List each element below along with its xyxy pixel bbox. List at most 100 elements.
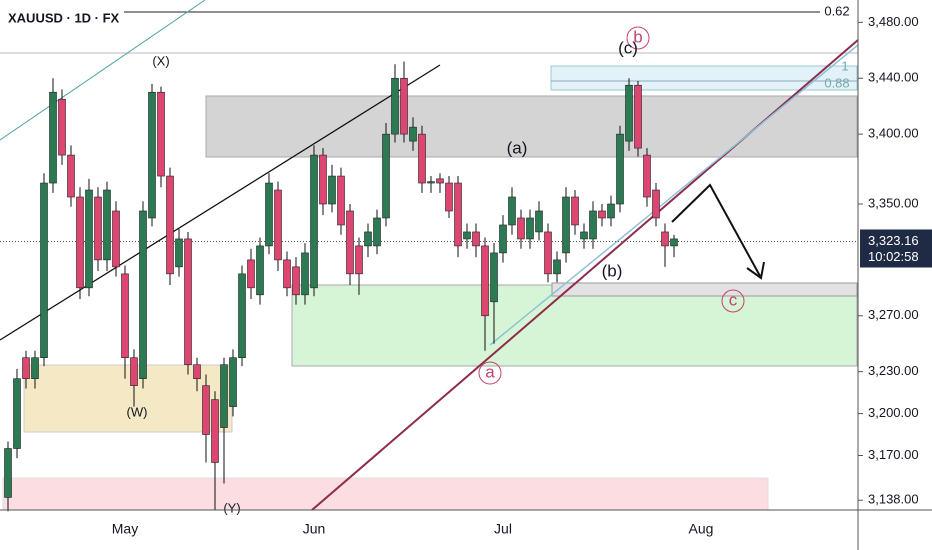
- lower-zone: [2, 477, 769, 511]
- candle-body: [346, 210, 354, 275]
- y-tick-label: 3,138.00: [868, 492, 919, 507]
- candle-body: [85, 189, 93, 289]
- trendline: [0, 0, 206, 141]
- arrow-head: [746, 261, 765, 280]
- candle-body: [130, 357, 138, 386]
- small-zone: [551, 282, 858, 297]
- candle-body: [58, 98, 66, 156]
- wave-label: (Y): [223, 500, 240, 515]
- candle-body: [139, 210, 147, 379]
- candle-body: [499, 224, 507, 254]
- candle-body: [643, 154, 651, 198]
- candle-body: [328, 175, 336, 205]
- candle-body: [94, 196, 102, 261]
- candle-body: [247, 259, 255, 289]
- candle-body: [175, 238, 183, 268]
- candle-body: [607, 203, 615, 219]
- candle-body: [553, 259, 561, 275]
- wave-circle: [478, 361, 502, 385]
- candle-body: [481, 245, 489, 317]
- candle-body: [544, 231, 552, 275]
- x-tick-label: Aug: [689, 521, 714, 537]
- wave-label: (c): [618, 38, 638, 57]
- candle-body: [4, 448, 12, 498]
- candle-body: [445, 182, 453, 212]
- candle-body: [463, 231, 471, 240]
- x-tick-label: Jun: [303, 521, 326, 537]
- candle-body: [472, 231, 480, 247]
- y-tick-label: 3,270.00: [868, 307, 919, 322]
- candle-body: [121, 273, 129, 358]
- candle-body: [319, 154, 327, 205]
- y-tick-label: 3,480.00: [868, 14, 919, 29]
- candle-body: [67, 154, 75, 198]
- candle-body: [427, 181, 435, 184]
- wave-circle: [626, 26, 650, 50]
- y-tick-label: 3,440.00: [868, 70, 919, 85]
- candle-body: [652, 189, 660, 219]
- x-tick-label: May: [112, 521, 138, 537]
- candle-body: [40, 182, 48, 358]
- supply-zone: [205, 95, 858, 158]
- candle-body: [76, 196, 84, 289]
- wave-label: a: [485, 362, 495, 381]
- y-tick-label: 3,350.00: [868, 195, 919, 210]
- candle-body: [490, 252, 498, 303]
- wave-label: (X): [152, 53, 169, 68]
- last-price-label: 3,323.16: [868, 233, 919, 248]
- candle-body: [616, 133, 624, 205]
- candle-body: [400, 77, 408, 135]
- candle-body: [301, 252, 309, 296]
- candle-body: [220, 364, 228, 428]
- candle-body: [571, 196, 579, 226]
- candle-body: [634, 84, 642, 149]
- title-bg: [0, 8, 124, 30]
- candle-body: [265, 182, 273, 247]
- candle-body: [292, 266, 300, 296]
- candle-body: [598, 210, 606, 219]
- wave-circle: [721, 289, 745, 313]
- candle-body: [382, 133, 390, 219]
- candle-body: [670, 238, 678, 247]
- trendline: [0, 64, 441, 341]
- candle-body: [184, 238, 192, 365]
- target-zone: [291, 284, 858, 367]
- fib-label: 0.88: [824, 75, 849, 90]
- y-tick-label: 3,230.00: [868, 363, 919, 378]
- candle-body: [274, 189, 282, 261]
- candle-body: [562, 196, 570, 254]
- candle-body: [103, 189, 111, 261]
- fib-zone: [550, 65, 858, 91]
- candle-body: [49, 91, 57, 184]
- wave-label: c: [729, 290, 738, 309]
- candle-body: [148, 91, 156, 219]
- candle-body: [157, 91, 165, 177]
- candle-body: [526, 217, 534, 240]
- chart-title: XAUUSD · 1D · FX: [8, 10, 120, 25]
- candle-body: [355, 245, 363, 275]
- wave-label: (W): [127, 404, 148, 419]
- candle-body: [310, 154, 318, 289]
- candle-body: [508, 196, 516, 226]
- candle-body: [517, 217, 525, 240]
- candle-body: [436, 178, 444, 184]
- fib-label: 1: [841, 58, 848, 73]
- candle-body: [625, 84, 633, 142]
- candle-body: [193, 364, 201, 379]
- candle-body: [166, 175, 174, 275]
- candle-body: [535, 210, 543, 233]
- candle-body: [112, 210, 120, 268]
- fib-label: 0.62: [824, 3, 849, 18]
- candle-body: [22, 357, 30, 379]
- candle-body: [580, 231, 588, 240]
- y-tick-label: 3,170.00: [868, 447, 919, 462]
- countdown-label: 10:02:58: [868, 249, 919, 264]
- candle-body: [211, 399, 219, 463]
- wave-label: b: [633, 27, 642, 46]
- candle-body: [418, 133, 426, 184]
- demand-zone: [23, 364, 233, 433]
- candle-body: [454, 182, 462, 247]
- candle-body: [256, 245, 264, 296]
